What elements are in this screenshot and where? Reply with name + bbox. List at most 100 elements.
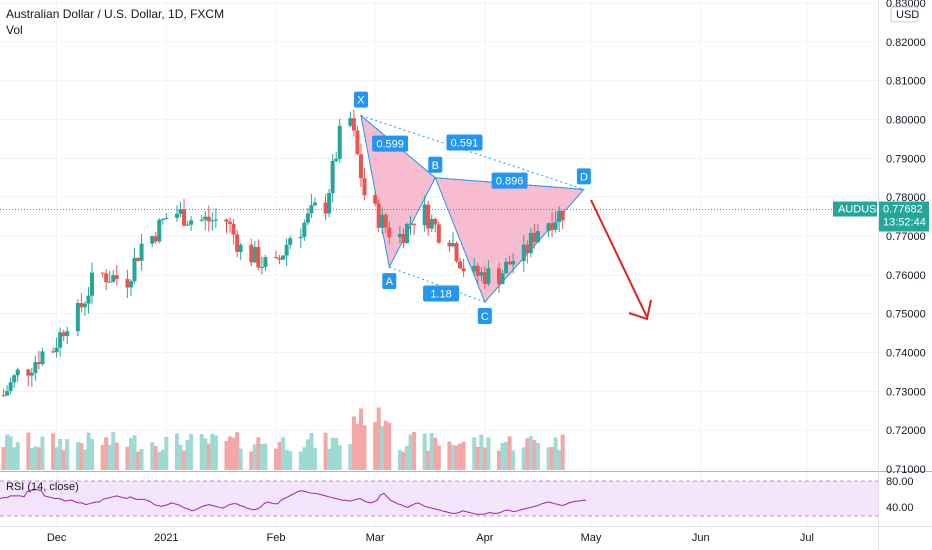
candle-body [206,216,211,222]
point-label[interactable]: D [580,171,588,183]
currency-box [890,6,919,23]
candle-body [114,275,119,279]
chart-title: Australian Dollar / U.S. Dollar, 1D, FXC… [6,7,225,21]
candle-body [164,217,169,220]
candle-body [139,243,144,261]
candle-body [404,223,409,243]
price-tick: 0.83000 [886,0,926,10]
candle-body [136,257,141,261]
price-tick: 0.78000 [886,192,926,204]
volume-bar [461,441,466,470]
time-tick: Mar [366,532,385,544]
price-tick: 0.77000 [886,231,926,243]
volume-bar [139,449,144,470]
volume-bar [160,449,165,470]
time-tick: May [581,532,602,544]
volume-bar [206,443,211,470]
candle-body [1,395,6,397]
candle-body [15,369,20,376]
candle-body [29,372,34,376]
volume-bar [348,444,353,470]
price-tick: 0.80000 [886,115,926,127]
candle-body [373,195,378,204]
candle-body [107,281,112,283]
candle-body [433,218,438,225]
projection-arrow[interactable] [590,199,652,321]
candle-body [8,382,13,392]
volume-bar [15,442,20,470]
price-tick: 0.75000 [886,309,926,321]
volume-bar [8,436,13,470]
volume-bar [387,422,392,470]
candle-body [334,158,339,161]
point-label[interactable]: X [357,95,365,107]
volume-bar [210,433,215,470]
candle-body [528,232,533,254]
point-label-bg [576,168,591,185]
candle-body [422,204,427,226]
volume-bar [51,433,56,470]
volume-bar [472,437,477,470]
volume-bar [358,408,363,470]
volume-bar [224,440,229,470]
point-label[interactable]: A [386,276,394,288]
point-label-bg [428,156,443,173]
volume-bar [528,436,533,470]
candle-body [65,331,70,337]
point-label[interactable]: C [481,311,489,323]
ratio-label[interactable]: 1.18 [430,289,451,301]
ratio-label-bg [491,172,528,189]
candle-body [305,213,310,223]
time-axis-ticks[interactable]: Dec 2021 Feb Mar Apr May Jun Jul [47,532,814,544]
svg-text:13:52:44: 13:52:44 [883,217,926,229]
point-label[interactable]: B [432,160,439,172]
volume-bar [458,443,463,470]
volume-bar [373,422,378,470]
currency-label: USD [896,9,919,21]
candle-body [355,130,360,155]
volume-bars [1,407,565,470]
price-tick: 0.71000 [886,464,926,476]
candle-body [26,369,31,376]
candle-body [288,238,293,245]
ratio-label[interactable]: 0.896 [496,176,524,188]
price-tick: 0.79000 [886,153,926,165]
candle-body [33,362,38,373]
time-tick: Feb [267,532,286,544]
volume-bar [90,439,95,470]
pattern-labels[interactable]: X A B C D 0.599 0.591 0.896 1.18 [353,91,591,325]
candle-body [224,219,229,222]
ratio-label[interactable]: 0.591 [451,138,479,150]
time-tick: 2021 [154,532,178,544]
svg-text:0.77682: 0.77682 [883,204,923,216]
candle-body [500,273,505,285]
volume-bar [29,448,34,470]
candle-body [351,118,356,131]
price-axis-ticks[interactable]: 0.83000 0.82000 0.81000 0.80000 0.79000 0.780… [886,0,926,476]
volume-bar [479,434,484,470]
volume-bar [383,420,388,470]
volume-bar [174,433,179,470]
candle-body [479,272,484,276]
time-tick: Jul [800,532,814,544]
volume-bar [203,438,208,470]
volume-bar [500,442,505,470]
candle-body [238,244,243,252]
pattern-bcd [434,177,585,303]
candle-body [450,243,455,247]
volume-bar [521,447,526,470]
volume-bar [249,451,254,470]
volume-bar [426,450,431,470]
candle-body [160,219,165,221]
volume-bar [259,444,264,470]
ratio-label[interactable]: 0.599 [376,139,404,151]
candle-body [40,351,45,365]
point-label-bg [382,273,397,290]
volume-bar [412,432,417,470]
candle-body [348,118,353,126]
candle-body [157,219,162,242]
volume-bar [422,433,427,470]
candle-body [259,266,264,268]
volume-bar [450,444,455,470]
